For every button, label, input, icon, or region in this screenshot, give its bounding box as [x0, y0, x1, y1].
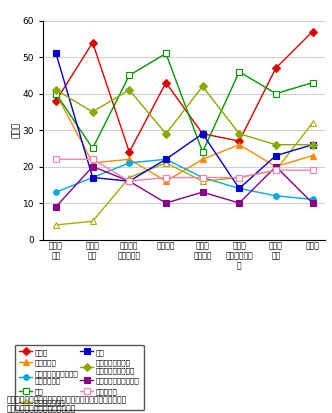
- Text: （出典）「ユビキタスネット社会における情報接触及び消: （出典）「ユビキタスネット社会における情報接触及び消: [7, 396, 127, 405]
- Text: 費行動に関する調査研究」: 費行動に関する調査研究」: [7, 404, 76, 413]
- Legend: テレビ, 雑誌・書籍, ブログ・電子掲示板・
口コミサイト, 店頭, 折り込みチラシ, 新聞, メーカーサイト・
ショッピングサイト, ウェブ広告・メルマガ, : テレビ, 雑誌・書籍, ブログ・電子掲示板・ 口コミサイト, 店頭, 折り込みチ…: [15, 344, 144, 410]
- Y-axis label: （％）: （％）: [12, 122, 21, 138]
